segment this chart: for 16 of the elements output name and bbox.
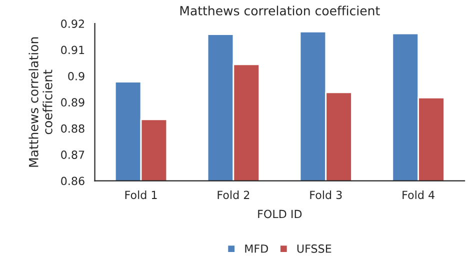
y-tick-label: 0.88 xyxy=(61,124,84,133)
y-tick-label: 0.91 xyxy=(61,46,84,54)
x-tick-label: Fold 2 xyxy=(218,190,250,200)
chart-title: Matthews correlation coefficient xyxy=(180,6,380,16)
legend-label: MFD xyxy=(245,244,268,253)
y-tick-label: 0.9 xyxy=(68,72,84,80)
legend-label: UFSSE xyxy=(297,244,332,253)
y-tick-label: 0.86 xyxy=(61,176,84,186)
x-tick-label: Fold 3 xyxy=(310,190,342,200)
y-tick-label: 0.89 xyxy=(61,98,84,107)
x-tick-label: Fold 1 xyxy=(125,190,157,200)
y-tick-label: 0.92 xyxy=(61,20,84,28)
x-tick-label: Fold 4 xyxy=(402,190,434,200)
x-axis-title: FOLD ID xyxy=(258,210,302,218)
y-axis-title: Matthews correlation coefficient xyxy=(28,37,52,167)
y-tick-label: 0.87 xyxy=(61,150,84,159)
